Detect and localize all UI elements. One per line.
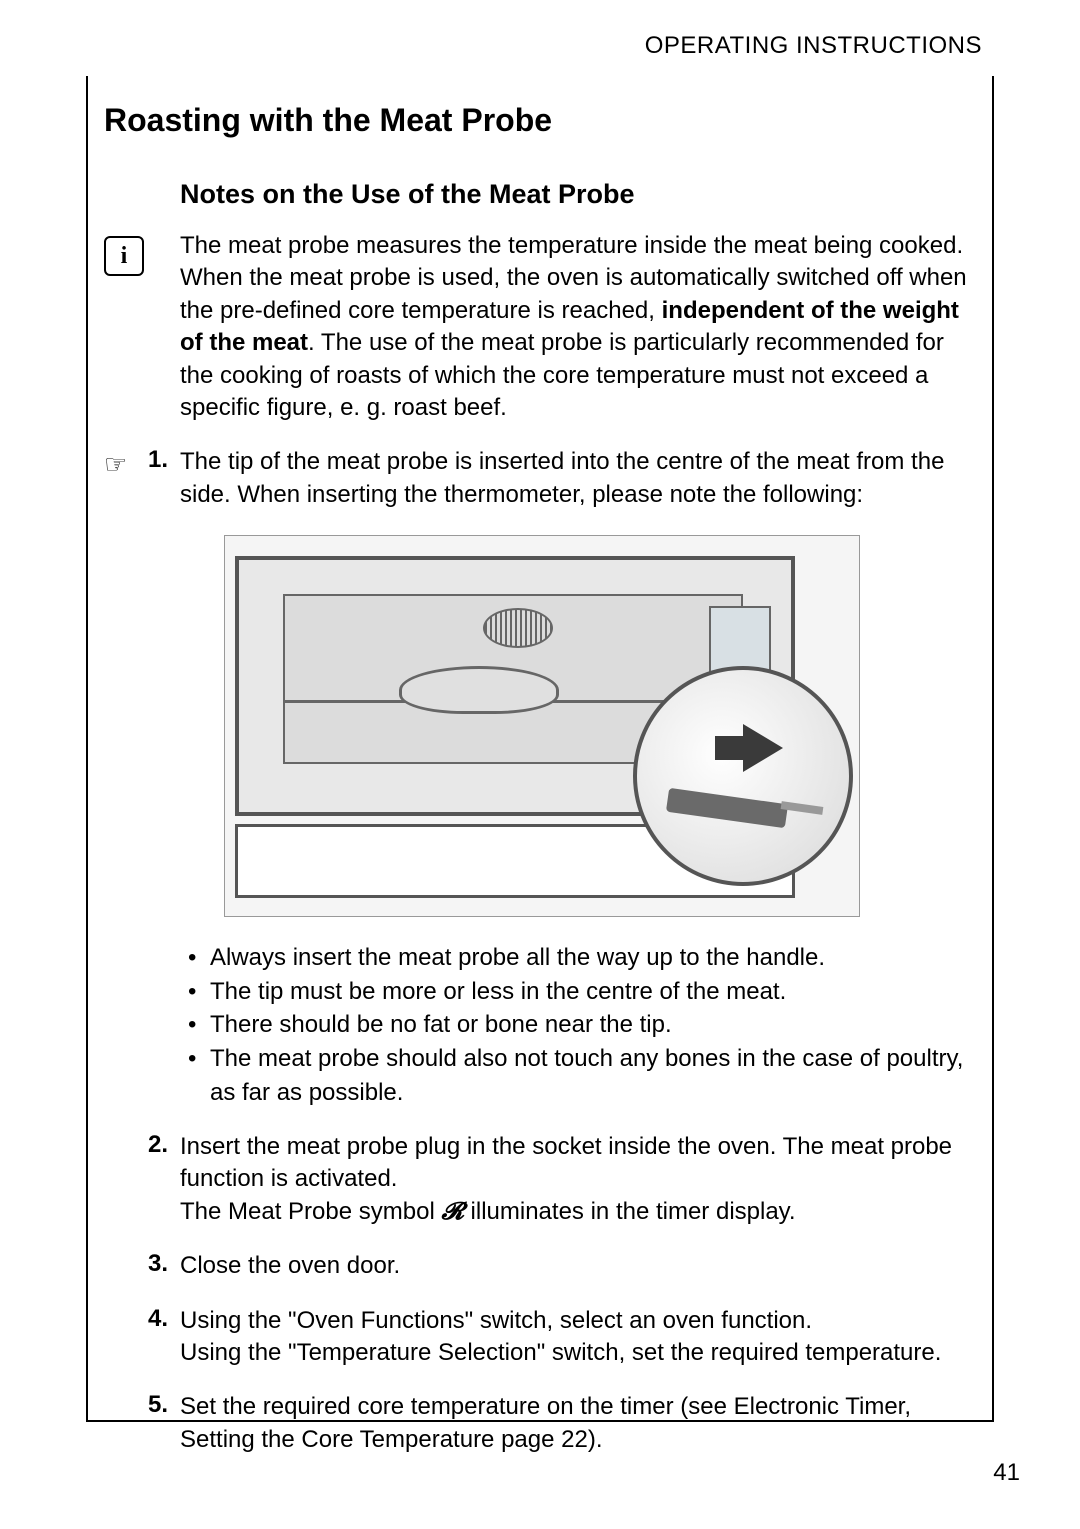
oven-illustration [224, 535, 860, 917]
page-content: Roasting with the Meat Probe Notes on th… [104, 102, 970, 1478]
header-section-label: OPERATING INSTRUCTIONS [645, 32, 982, 60]
bullet-list: Always insert the meat probe all the way… [188, 941, 970, 1109]
probe-tip-icon [781, 801, 824, 815]
subtitle: Notes on the Use of the Meat Probe [180, 179, 970, 210]
oven-fan-icon [483, 608, 553, 648]
step-4-number: 4. [148, 1305, 168, 1333]
bullet-item: Always insert the meat probe all the way… [188, 941, 970, 975]
bullet-item: The tip must be more or less in the cent… [188, 975, 970, 1009]
step-2-text: Insert the meat probe plug in the socket… [180, 1131, 970, 1228]
hand-pointer-icon: ☞ [104, 449, 127, 480]
step-2-number: 2. [148, 1131, 168, 1159]
step-4-line1: Using the "Oven Functions" switch, selec… [180, 1307, 812, 1334]
step-2-line1: Insert the meat probe plug in the socket… [180, 1133, 952, 1192]
page-number: 41 [993, 1459, 1020, 1487]
step-1-number: 1. [148, 446, 168, 474]
insert-arrow-icon [743, 724, 783, 772]
step-3-number: 3. [148, 1250, 168, 1278]
step-5-text: Set the required core temperature on the… [180, 1391, 970, 1456]
intro-text: The meat probe measures the temperature … [180, 230, 970, 424]
step-5-number: 5. [148, 1391, 168, 1419]
step-2-block: 2. Insert the meat probe plug in the soc… [104, 1131, 970, 1228]
probe-detail-circle [633, 666, 853, 886]
step-4-block: 4. Using the "Oven Functions" switch, se… [104, 1305, 970, 1370]
info-icon: i [104, 236, 144, 276]
step-2-line2b: illuminates in the timer display. [464, 1198, 796, 1225]
main-title: Roasting with the Meat Probe [104, 102, 970, 139]
probe-handle-icon [666, 788, 788, 828]
step-1-text: The tip of the meat probe is inserted in… [180, 446, 970, 511]
step-3-text: Close the oven door. [180, 1250, 970, 1282]
intro-block: i The meat probe measures the temperatur… [104, 230, 970, 424]
step-5-block: 5. Set the required core temperature on … [104, 1391, 970, 1456]
meat-probe-symbol-icon: 𝓡 [441, 1199, 463, 1225]
step-2-line2a: The Meat Probe symbol [180, 1198, 441, 1225]
roast-meat-icon [399, 666, 559, 714]
bullet-item: The meat probe should also not touch any… [188, 1042, 970, 1109]
step-1-block: ☞ 1. The tip of the meat probe is insert… [104, 446, 970, 1109]
step-4-text: Using the "Oven Functions" switch, selec… [180, 1305, 970, 1370]
bullet-item: There should be no fat or bone near the … [188, 1008, 970, 1042]
step-4-line2: Using the "Temperature Selection" switch… [180, 1339, 941, 1366]
step-3-block: 3. Close the oven door. [104, 1250, 970, 1282]
